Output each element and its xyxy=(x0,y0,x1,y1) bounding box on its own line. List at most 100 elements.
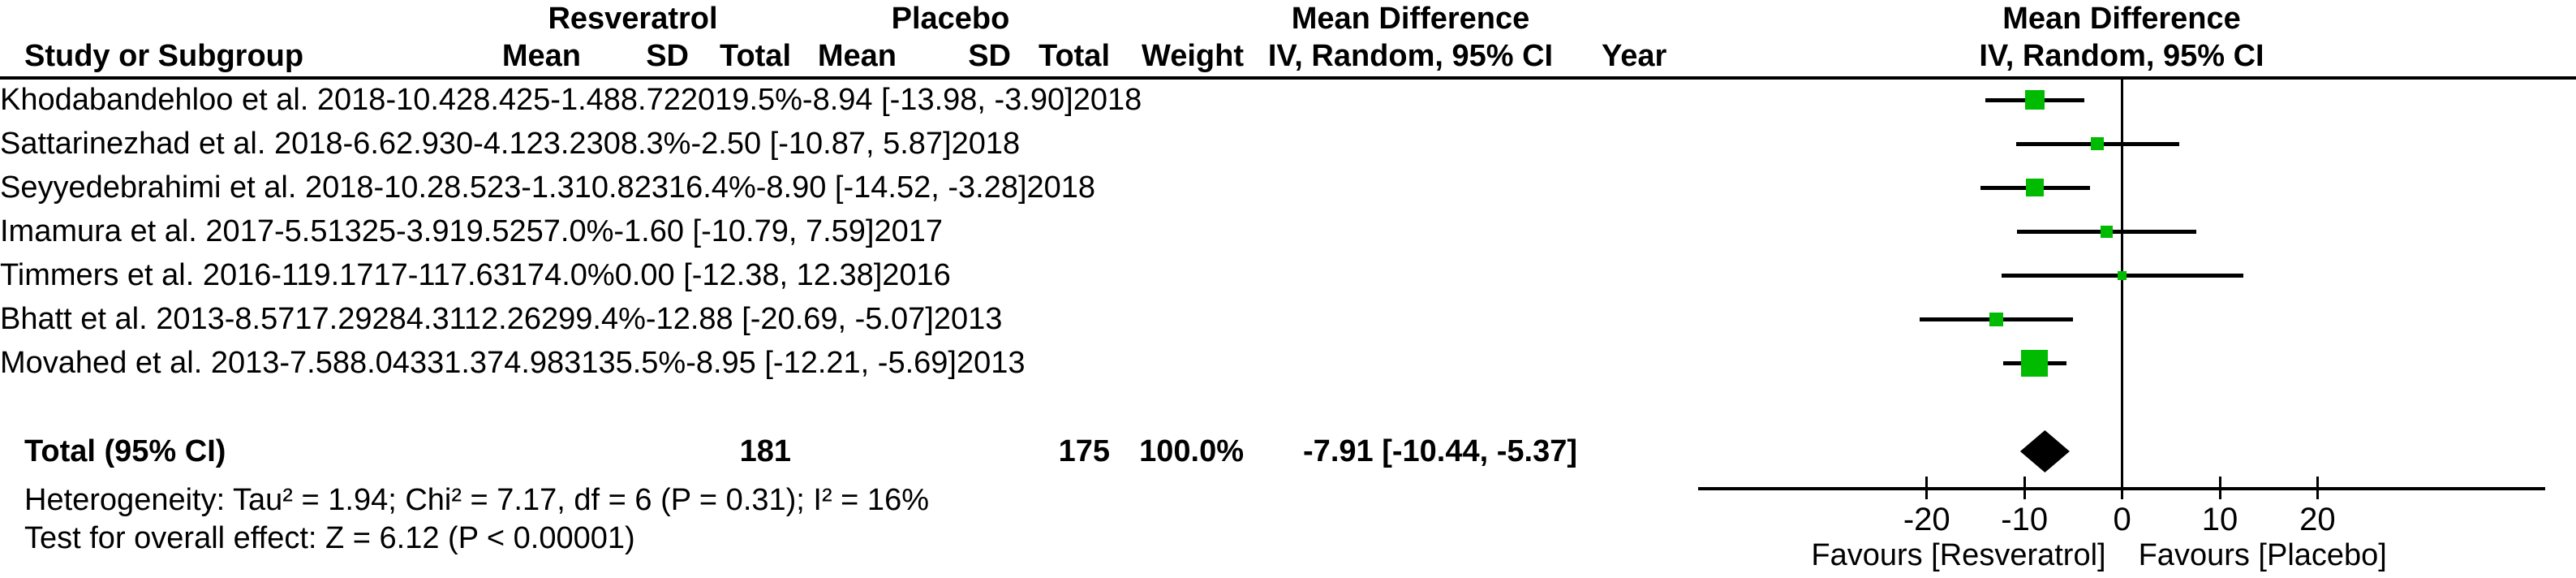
exp-sd-value: 13 xyxy=(327,214,362,248)
col-header-ci: IV, Random, 95% CI xyxy=(1267,39,1554,73)
col-header-ctl-total: Total xyxy=(1039,39,1110,73)
ctl-total-value: 17 xyxy=(510,258,545,292)
year-value: 2018 xyxy=(1026,170,1096,205)
exp-mean-value: -7.58 xyxy=(279,346,350,380)
study-name: Khodabandehloo et al. 2018 xyxy=(0,83,386,117)
study-row: Imamura et al. 2017-5.51325-3.919.5257.0… xyxy=(0,209,1698,253)
study-row: Movahed et al. 2013-7.588.04331.374.9831… xyxy=(0,341,1698,385)
total-ci-text: -7.91 [-10.44, -5.37] xyxy=(1303,434,1577,468)
ctl-sd-value: 12.26 xyxy=(463,302,541,336)
effect-measure-label-graph: Mean Difference xyxy=(2002,2,2241,36)
ctl-total-value: 30 xyxy=(586,127,621,161)
effect-point-square xyxy=(2026,179,2045,196)
year-value: 2013 xyxy=(933,302,1003,336)
favours-left-label: Favours [Resveratrol] xyxy=(1811,538,2106,572)
axis-tick xyxy=(2316,477,2319,499)
control-group-label: Placebo xyxy=(891,2,1010,36)
total-weight: 100.0% xyxy=(1139,434,1244,468)
study-row: Sattarinezhad et al. 2018-6.62.930-4.123… xyxy=(0,122,1698,166)
effect-point-square xyxy=(2091,137,2105,150)
exp-total-value: 23 xyxy=(486,170,522,205)
exp-sd-value: 19.17 xyxy=(296,258,374,292)
col-header-ci-graph: IV, Random, 95% CI xyxy=(1979,39,2264,73)
exp-mean-value: -8.57 xyxy=(224,302,295,336)
axis-tick xyxy=(2121,477,2124,499)
study-row: Seyyedebrahimi et al. 2018-10.28.523-1.3… xyxy=(0,166,1698,209)
study-name: Sattarinezhad et al. 2018 xyxy=(0,127,343,161)
ctl-sd-value: 10.8 xyxy=(574,170,634,205)
study-name: Timmers et al. 2016 xyxy=(0,258,272,292)
exp-mean-value: -1 xyxy=(271,258,297,292)
effect-point-square xyxy=(2118,270,2127,280)
effect-point-square xyxy=(1989,312,2003,326)
weight-value: 8.3% xyxy=(620,127,691,161)
ctl-total-value: 31 xyxy=(564,346,599,380)
ctl-sd-value: 23.2 xyxy=(526,127,587,161)
axis-tick-label: 10 xyxy=(2201,502,2238,537)
axis-tick xyxy=(2023,477,2026,499)
study-name: Seyyedebrahimi et al. 2018 xyxy=(0,170,374,205)
header-group-row: Resveratrol Placebo Mean Difference Mean… xyxy=(0,0,2576,37)
ctl-sd-value: 4.98 xyxy=(504,346,565,380)
ctl-sd-value: 17.63 xyxy=(432,258,510,292)
exp-sd-value: 8.04 xyxy=(349,346,410,380)
study-name: Imamura et al. 2017 xyxy=(0,214,274,248)
axis-tick-label: 0 xyxy=(2113,502,2131,537)
effect-point-square xyxy=(2021,349,2049,377)
axis-tick xyxy=(1925,477,1929,499)
ctl-total-value: 23 xyxy=(634,170,669,205)
ci-text-value: -8.94 [-13.98, -3.90] xyxy=(802,83,1073,117)
ci-text-value: 0.00 [-12.38, 12.38] xyxy=(614,258,883,292)
ci-text-value: -8.95 [-12.21, -5.69] xyxy=(686,346,957,380)
col-header-ctl-sd: SD xyxy=(968,39,1011,73)
ctl-sd-value: 8.72 xyxy=(620,83,681,117)
weight-value: 9.4% xyxy=(575,302,646,336)
effect-point-square xyxy=(2100,225,2113,238)
ctl-sd-value: 19.5 xyxy=(449,214,510,248)
ctl-mean-value: -4.1 xyxy=(473,127,527,161)
axis-tick-label: 20 xyxy=(2299,502,2336,537)
exp-total-value: 25 xyxy=(361,214,397,248)
exp-total-value: 25 xyxy=(516,83,551,117)
col-header-year: Year xyxy=(1602,39,1667,73)
ctl-mean-value: -1 xyxy=(407,258,433,292)
exp-sd-value: 8.4 xyxy=(473,83,517,117)
exp-sd-value: 2.9 xyxy=(396,127,439,161)
experimental-group-label: Resveratrol xyxy=(548,2,718,36)
exp-sd-value: 8.5 xyxy=(444,170,487,205)
col-header-exp-total: Total xyxy=(720,39,791,73)
year-value: 2017 xyxy=(874,214,944,248)
axis-tick-label: -20 xyxy=(1903,502,1950,537)
study-row: Timmers et al. 2016-119.1717-117.63174.0… xyxy=(0,253,1698,297)
axis-tick-label: -10 xyxy=(2001,502,2049,537)
study-row: Khodabandehloo et al. 2018-10.428.425-1.… xyxy=(0,78,1698,122)
ctl-mean-value: 1.37 xyxy=(444,346,505,380)
ci-text-value: -2.50 [-10.87, 5.87] xyxy=(690,127,952,161)
ctl-mean-value: -3.9 xyxy=(396,214,449,248)
zero-reference-line xyxy=(2121,80,2124,489)
header-column-row: Study or Subgroup Mean SD Total Mean SD … xyxy=(0,37,2576,75)
overall-effect-stats: Test for overall effect: Z = 6.12 (P < 0… xyxy=(24,521,635,555)
exp-mean-value: -10.2 xyxy=(373,170,445,205)
weight-value: 7.0% xyxy=(543,214,614,248)
axis-tick xyxy=(2218,477,2221,499)
favours-right-label: Favours [Placebo] xyxy=(2138,538,2387,572)
study-name: Movahed et al. 2013 xyxy=(0,346,280,380)
exp-total-value: 17 xyxy=(373,258,408,292)
exp-total-value: 33 xyxy=(409,346,445,380)
exp-total-value: 30 xyxy=(438,127,474,161)
col-header-study: Study or Subgroup xyxy=(24,39,304,73)
header-divider-line xyxy=(0,76,2576,80)
study-row: Bhatt et al. 2013-8.5717.29284.3112.2629… xyxy=(0,297,1698,341)
exp-mean-value: -5.5 xyxy=(273,214,328,248)
total-ctl-n: 175 xyxy=(1058,434,1110,468)
ctl-mean-value: -1.3 xyxy=(521,170,574,205)
year-value: 2016 xyxy=(882,258,951,292)
weight-value: 19.5% xyxy=(715,83,802,117)
year-value: 2013 xyxy=(956,346,1026,380)
weight-value: 35.5% xyxy=(598,346,686,380)
ci-text-value: -12.88 [-20.69, -5.07] xyxy=(645,302,934,336)
ctl-mean-value: -1.48 xyxy=(550,83,621,117)
ctl-total-value: 29 xyxy=(541,302,576,336)
